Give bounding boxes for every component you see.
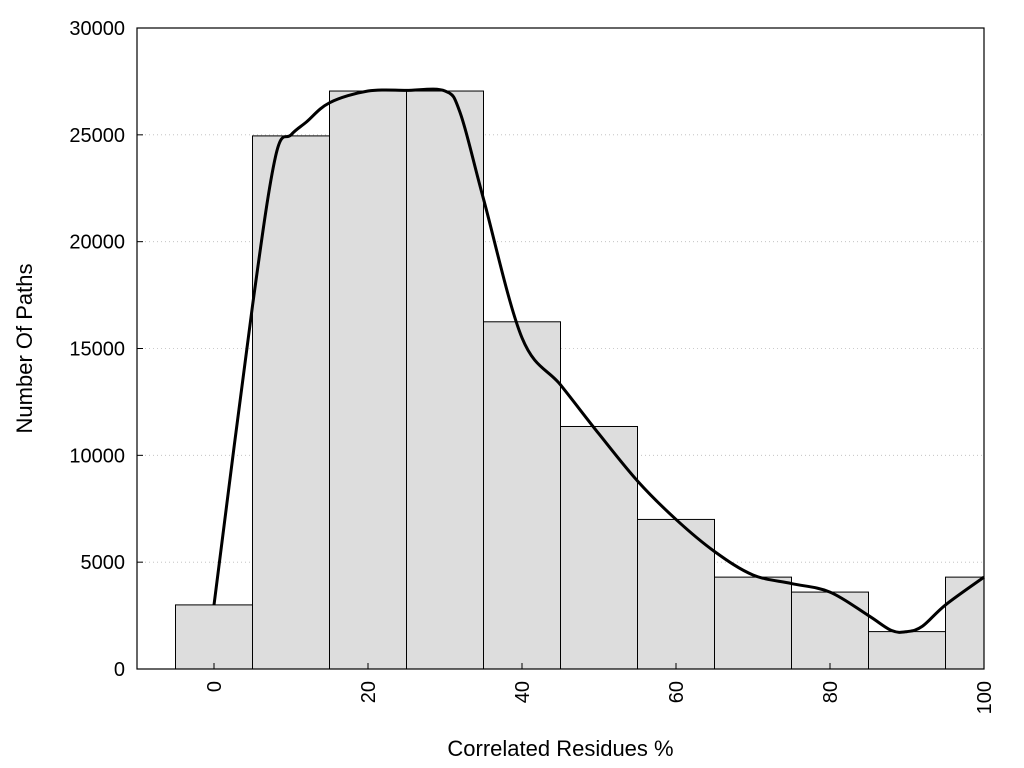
x-tick-label: 60 [666,681,688,703]
x-tick-label: 0 [204,681,226,692]
x-axis: 0 20 40 60 80 100 [204,663,996,714]
bar [175,604,253,670]
y-tick-label: 15000 [69,339,125,361]
y-tick-label: 20000 [69,232,125,254]
bar [406,90,484,670]
y-tick-label: 10000 [69,445,125,467]
series-line [212,87,985,634]
bar [791,591,869,670]
y-tick-label: 25000 [69,125,125,147]
bar [714,576,792,670]
x-tick-label: 80 [820,681,842,703]
y-tick-label: 0 [114,659,125,681]
y-tick-label: 5000 [81,552,126,574]
bar [483,321,561,670]
x-axis-title: Correlated Residues % [447,736,673,761]
y-axis: 0 5000 10000 15000 20000 25000 30000 [69,18,143,681]
bar [868,631,946,670]
bars-layer [175,90,985,670]
y-tick-label: 30000 [69,18,125,40]
y-axis-title: Number Of Paths [12,264,37,434]
x-tick-label: 40 [512,681,534,703]
x-tick-label: 20 [358,681,380,703]
curve-layer [212,87,985,634]
bar [329,90,407,670]
x-tick-label: 100 [974,681,996,714]
bar [560,425,638,670]
